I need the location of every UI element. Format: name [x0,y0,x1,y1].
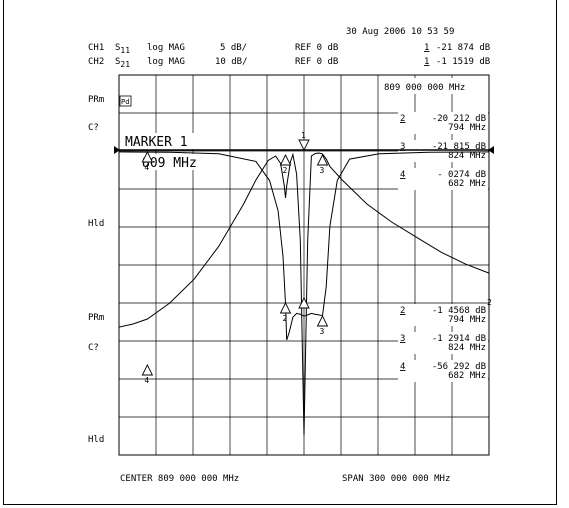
upper-readout-value: -20 212 dB [432,114,486,124]
marker-triangle [279,153,292,166]
marker-freq-readout: 809 000 000 MHz [384,83,465,93]
lower-readout-freq: 682 MHz [448,371,486,381]
upper-readout-freq: 794 MHz [448,123,486,133]
upper-readout-bg [398,140,488,162]
side-label-c-top: C? [88,123,99,133]
ref-arrow-right [488,146,494,154]
upper-readout-value: - 0274 dB [437,170,486,180]
trace-s21 [118,152,490,436]
lower-readout-value: -56 292 dB [432,362,486,372]
lower-readout-num: 2 [400,306,405,316]
marker-triangle [316,314,329,327]
marker-triangle [141,150,154,163]
s21-end-marker-label: 2 [487,298,492,307]
ch2-marker-num: 1 [424,57,429,67]
ch1-marker-value: -21 874 dB [436,43,490,53]
lower-readout-bg [398,304,488,326]
lower-readout-bg [398,332,488,354]
side-label-c-bot: C? [88,343,99,353]
screen-border [3,0,557,505]
lower-readout-freq: 824 MHz [448,343,486,353]
marker-triangle-label: 4 [144,376,149,385]
marker-triangle-label: 2 [283,314,288,323]
footer-span: SPAN 300 000 000 MHz [342,474,450,484]
ch2-marker-value: -1 1519 dB [436,57,490,67]
ch2-label: CH2 [88,57,104,67]
ch2-ref: REF 0 dB [295,57,338,67]
ch1-marker-num: 1 [424,43,429,53]
marker-annotation-title: MARKER 1 [125,135,188,150]
ch1-param: S11 [115,43,130,55]
timestamp: 30 Aug 2006 10 53 59 [346,27,454,37]
lower-readout-bg [398,360,488,382]
marker-triangle-label: 1 [301,131,306,140]
box-symbol-text: Pd [121,98,129,106]
upper-readout-bg [398,168,488,190]
upper-readout-num: 2 [400,114,405,124]
marker-triangle [316,153,329,166]
upper-readout-value: -21 815 dB [432,142,486,152]
lower-readout-value: -1 4568 dB [432,306,486,316]
side-label-hld-mid: Hld [88,219,104,229]
plot-area-border [118,74,490,456]
ch2-param: S21 [115,57,130,69]
side-label-hld-bot: Hld [88,435,104,445]
footer-center: CENTER 809 000 000 MHz [120,474,239,484]
marker-triangle-label: 3 [320,327,325,336]
lower-readout-value: -1 2914 dB [432,334,486,344]
lower-readout-num: 3 [400,334,405,344]
upper-readout-freq: 682 MHz [448,179,486,189]
marker-annotation-bg [123,133,213,149]
ch1-scale: 5 dB/ [220,43,247,53]
marker-triangle-label: 4 [144,163,149,172]
upper-readout-num: 3 [400,142,405,152]
upper-readout-freq: 824 MHz [448,151,486,161]
upper-readout-bg [398,112,488,134]
lower-readout-num: 4 [400,362,405,372]
ref-arrow-left [114,146,120,154]
ch2-format: log MAG [147,57,185,67]
upper-readout-num: 4 [400,170,405,180]
marker-triangle-label: 3 [320,166,325,175]
lower-readout-freq: 794 MHz [448,315,486,325]
marker-triangle [298,139,310,152]
ch1-ref: REF 0 dB [295,43,338,53]
marker-triangle [298,296,310,309]
marker-annotation-freq: 809 MHz [142,156,197,171]
ch2-scale: 10 dB/ [215,57,248,67]
ch1-label: CH1 [88,43,104,53]
marker-triangle-label: 2 [283,166,288,175]
side-label-prm-bot: PRm [88,313,104,323]
marker-triangle [279,301,292,314]
marker-triangle [141,363,154,376]
ch1-format: log MAG [147,43,185,53]
side-label-prm-top: PRm [88,95,104,105]
marker-freq-bg [382,78,488,94]
trace-markers: 1 2 3 4 2 3 4 [141,131,329,385]
box-symbol-frame [119,95,132,107]
